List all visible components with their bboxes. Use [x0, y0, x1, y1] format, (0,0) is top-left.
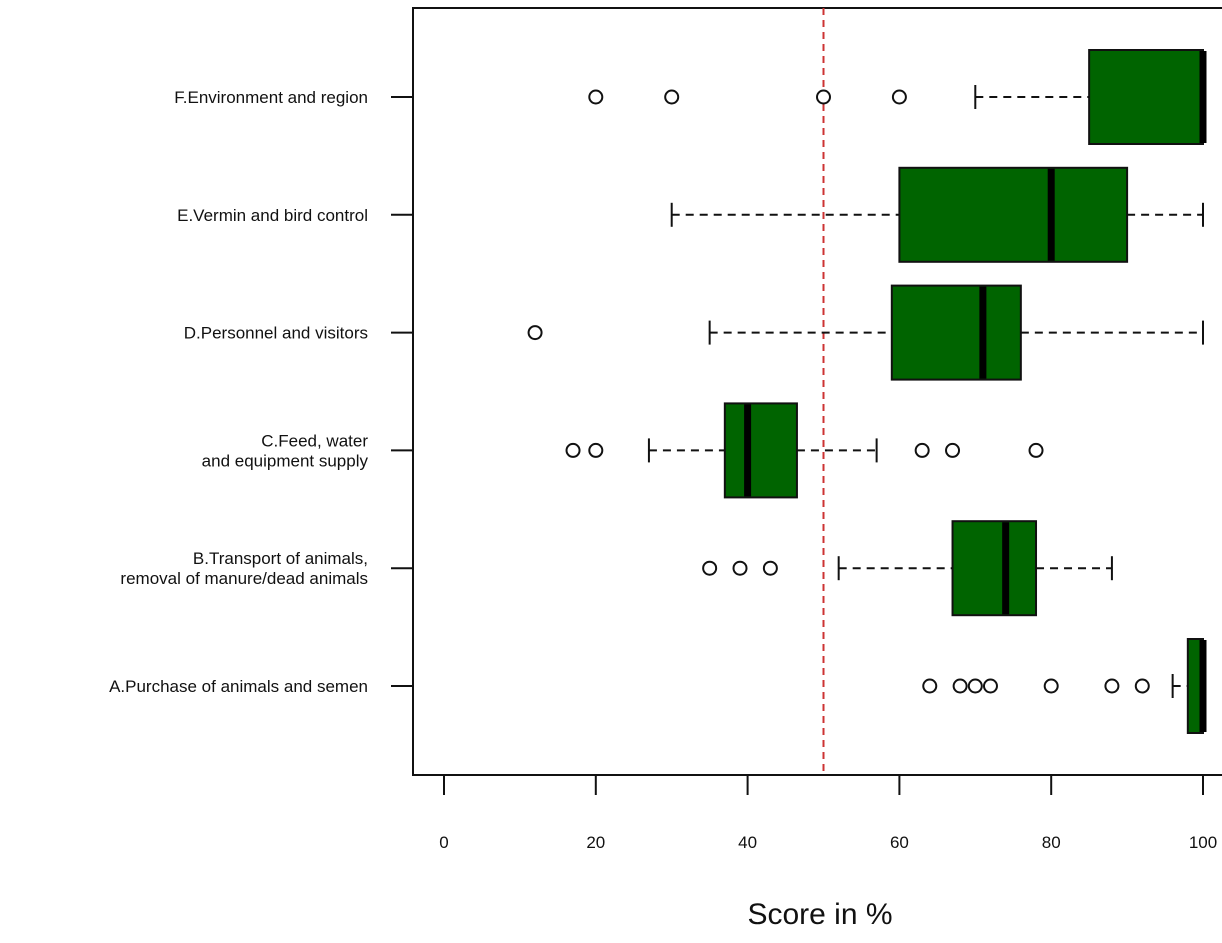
box-group	[702, 520, 1113, 617]
box-iqr	[898, 166, 1129, 263]
outlier-point	[816, 89, 831, 105]
outlier-point	[702, 560, 718, 576]
outlier-point	[914, 442, 930, 458]
category-label: A.Purchase of animals and semen	[109, 677, 368, 696]
box-group	[588, 49, 1207, 145]
plot-frame	[412, 7, 1222, 776]
category-label-line: E.Vermin and bird control	[177, 206, 368, 225]
x-tick-label: 80	[1042, 833, 1061, 852]
box-iqr	[1088, 49, 1205, 145]
outlier-point	[762, 560, 778, 576]
outlier-point	[527, 325, 543, 341]
category-label-line: F.Environment and region	[174, 88, 368, 107]
box-group	[922, 638, 1207, 734]
outlier-point	[565, 442, 581, 458]
outlier-point	[922, 678, 938, 694]
x-tick-label: 20	[586, 833, 605, 852]
category-label: C.Feed, water and equipment supply	[202, 431, 369, 470]
category-labels-layer: F.Environment and region E.Vermin and bir…	[109, 88, 413, 696]
box-group	[565, 402, 1044, 499]
category-label-line: and equipment supply	[202, 451, 369, 470]
outlier-point	[891, 89, 907, 105]
category-label: F.Environment and region	[174, 88, 368, 107]
box-group	[527, 284, 1204, 381]
outlier-point	[1028, 442, 1044, 458]
x-axis: 0 20 40 60 80 100	[439, 775, 1217, 852]
x-tick-label: 60	[890, 833, 909, 852]
outlier-point	[982, 678, 998, 694]
box-iqr	[723, 402, 798, 499]
category-label-line: D.Personnel and visitors	[184, 324, 368, 343]
outlier-point	[967, 678, 983, 694]
outlier-point	[945, 442, 961, 458]
category-label-line: A.Purchase of animals and semen	[109, 677, 368, 696]
outlier-point	[952, 678, 968, 694]
category-label: B.Transport of animals, removal of manure…	[120, 549, 368, 588]
box-iqr	[951, 520, 1038, 617]
x-tick-label: 0	[439, 833, 448, 852]
outlier-point	[588, 442, 604, 458]
category-label: E.Vermin and bird control	[177, 206, 368, 225]
box-iqr	[890, 284, 1022, 381]
category-label-line: B.Transport of animals,	[193, 549, 368, 568]
x-tick-label: 40	[738, 833, 757, 852]
x-tick-label: 100	[1189, 833, 1217, 852]
category-label-line: C.Feed, water	[261, 431, 368, 450]
outlier-point	[1104, 678, 1120, 694]
outlier-point	[664, 89, 680, 105]
x-axis-title: Score in %	[747, 898, 892, 931]
boxes-layer	[527, 49, 1207, 734]
outlier-point	[1134, 678, 1150, 694]
outlier-point	[1043, 678, 1059, 694]
outlier-point	[588, 89, 604, 105]
outlier-point	[732, 560, 748, 576]
category-label: D.Personnel and visitors	[184, 324, 368, 343]
category-label-line: removal of manure/dead animals	[120, 569, 368, 588]
box-group	[670, 166, 1204, 263]
